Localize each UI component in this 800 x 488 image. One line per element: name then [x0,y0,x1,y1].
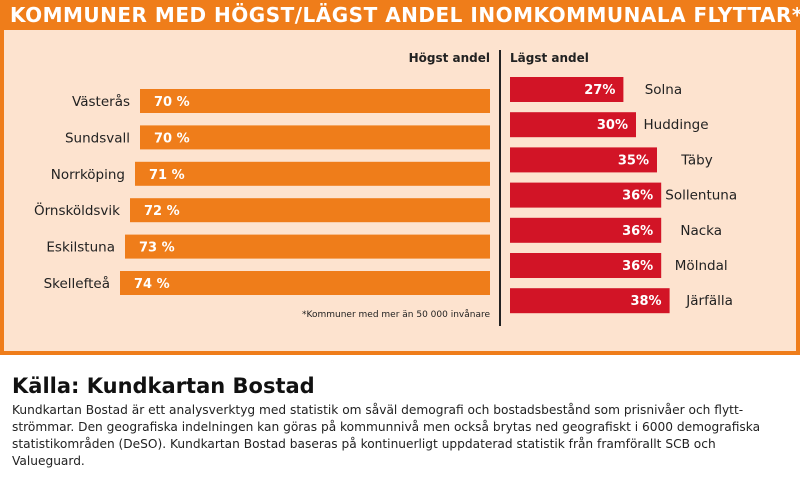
left-bar-category-4: Eskilstuna [46,240,115,256]
left-bar-category-0: Västerås [72,93,130,110]
right-bar-value-0: 27% [584,83,615,98]
right-bar-category-0: Solna [645,82,682,98]
right-bar-3 [510,182,662,208]
left-bar-value-5: 74 % [134,277,170,292]
right-bar-category-2: Täby [680,152,713,168]
right-chart-title: Lägst andel [510,51,589,65]
right-bar-category-5: Mölndal [675,258,728,274]
chart-header: KOMMUNER MED HÖGST/LÄGST ANDEL INOMKOMMU… [0,0,800,30]
right-bar-2 [510,147,657,173]
chart-footnote: *Kommuner med mer än 50 000 invånare [302,309,490,320]
source-text: Kundkartan Bostad är ett analysverktyg m… [12,403,761,468]
right-bar-category-6: Järfälla [685,293,733,309]
left-bar-value-4: 73 % [139,241,175,256]
left-bar-4 [125,234,490,259]
left-bar-value-2: 71 % [149,168,185,183]
right-bar-category-4: Nacka [680,223,722,239]
right-bar-value-5: 36% [622,259,653,274]
left-bar-value-3: 72 % [144,204,180,219]
right-bar-value-2: 35% [618,153,649,168]
right-bar-5 [510,253,662,278]
left-chart-title: Högst andel [409,51,490,65]
left-bar-3 [130,198,490,223]
chart-panel: Högst andel 70 % Västerås 70 % Sundsvall 71 %… [0,30,800,355]
right-bar-1 [510,112,636,138]
source-title: Källa: Kundkartan Bostad [12,374,315,398]
header-title: KOMMUNER MED HÖGST/LÄGST ANDEL INOMKOMMU… [10,3,800,27]
left-bar-category-5: Skellefteå [44,275,110,292]
left-bar-value-0: 70 % [154,95,190,110]
right-bar-6 [510,288,670,314]
right-bar-0 [510,77,624,102]
left-bar-5 [120,271,490,295]
left-bar-category-1: Sundsvall [65,130,130,146]
left-bar-value-1: 70 % [154,131,190,146]
right-bar-value-3: 36% [622,189,653,204]
right-bar-category-1: Huddinge [643,117,708,133]
left-bar-category-2: Norrköping [51,167,125,183]
right-bar-4 [510,217,662,243]
right-bar-category-3: Sollentuna [665,188,737,204]
left-bar-2 [135,161,490,186]
left-bar-category-3: Örnsköldsvik [34,201,120,219]
left-bar-1 [140,125,490,150]
right-bar-value-6: 38% [630,294,661,309]
left-bar-0 [140,89,490,113]
right-bar-value-1: 30% [597,118,628,133]
right-bar-value-4: 36% [622,224,653,239]
chart-svg: Högst andel 70 % Västerås 70 % Sundsvall 71 %… [34,50,737,326]
